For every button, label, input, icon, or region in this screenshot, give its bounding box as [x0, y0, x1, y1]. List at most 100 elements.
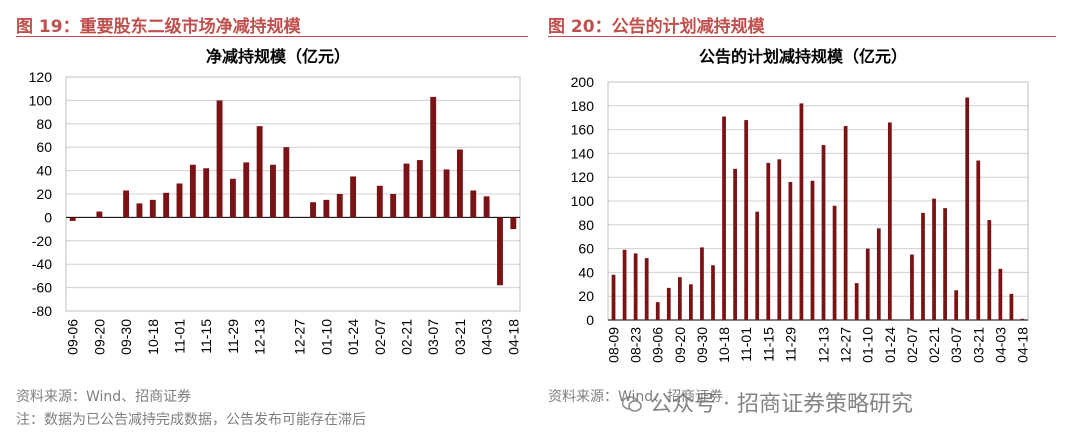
- bar: [256, 126, 263, 218]
- bar: [270, 164, 276, 218]
- x-tick-label: 03-07: [948, 327, 964, 363]
- bar: [865, 248, 870, 320]
- chart-title: 公告的计划减持规模（亿元）: [699, 47, 907, 66]
- y-tick-label: -60: [32, 280, 52, 296]
- x-tick-label: 11-01: [172, 319, 188, 354]
- bar: [633, 253, 638, 320]
- chart-title: 净减持规模（亿元）: [206, 47, 350, 66]
- x-tick-label: 10-18: [145, 319, 161, 355]
- x-tick-label: 02-21: [399, 319, 415, 355]
- left-figure-header: 图 19：重要股东二级市场净减持规模: [16, 12, 528, 37]
- source-note-left: 资料来源：Wind、招商证券: [16, 389, 192, 405]
- watermark: 公众号 · 招商证券策略研究: [622, 386, 913, 418]
- bar: [777, 159, 782, 320]
- bar: [887, 122, 892, 321]
- x-tick-label: 09-20: [91, 319, 107, 355]
- x-tick-label: 12-27: [292, 319, 308, 355]
- bar: [430, 96, 437, 218]
- bar: [470, 190, 477, 218]
- x-tick-label: 11-29: [782, 327, 798, 362]
- y-tick-label: -20: [32, 233, 52, 249]
- bar: [403, 163, 410, 218]
- bar: [69, 217, 76, 221]
- y-tick-label: 60: [36, 139, 52, 155]
- bar: [799, 103, 804, 320]
- data-note-left: 注：数据为已公告减持完成数据，公告发布可能存在滞后: [16, 412, 366, 428]
- bar: [677, 277, 682, 320]
- y-tick-label: 0: [44, 209, 52, 225]
- y-tick-label: 100: [571, 193, 595, 209]
- x-tick-label: 04-18: [1014, 327, 1030, 363]
- planned-reduction-chart: 公告的计划减持规模（亿元）200180160140120100806040200…: [571, 47, 1031, 363]
- bar: [755, 211, 760, 320]
- y-tick-label: 120: [571, 169, 595, 185]
- x-tick-label: 01-24: [345, 319, 361, 355]
- y-tick-label: 80: [36, 116, 52, 132]
- y-tick-label: 100: [29, 92, 53, 108]
- x-tick-label: 09-30: [118, 319, 134, 355]
- x-tick-label: 12-13: [252, 319, 268, 355]
- x-tick-label: 11-29: [225, 319, 241, 354]
- bar: [910, 254, 914, 320]
- x-tick-label: 08-09: [606, 327, 622, 363]
- x-tick-label: 04-03: [479, 319, 495, 355]
- x-tick-label: 11-15: [198, 319, 214, 354]
- net-reduction-chart: 净减持规模（亿元） 120 100 80 60 40 20 0 -20 -40 -60 -80 09-0…: [29, 47, 522, 355]
- bar: [163, 192, 170, 218]
- y-tick-label: 40: [36, 163, 52, 179]
- x-tick-label: 08-23: [628, 327, 644, 363]
- x-tick-label: 04-03: [992, 327, 1008, 363]
- bar: [611, 274, 616, 320]
- y-tick-label: 160: [571, 122, 595, 138]
- x-tick-label: 01-24: [882, 327, 898, 363]
- watermark-text: 公众号 · 招商证券策略研究: [650, 392, 913, 417]
- right-figure-title: 图 20：公告的计划减持规模: [548, 17, 765, 37]
- bar: [497, 217, 503, 286]
- x-tick-label: 10-18: [716, 327, 732, 363]
- bar: [932, 198, 936, 320]
- bar: [854, 283, 859, 320]
- bar: [310, 202, 316, 218]
- bar: [810, 180, 815, 320]
- bar: [510, 217, 517, 230]
- x-tick-label: 09-06: [65, 319, 81, 355]
- bar: [622, 249, 627, 320]
- x-tick-label: 09-06: [650, 327, 666, 363]
- bar: [821, 145, 826, 320]
- bar: [123, 190, 130, 218]
- bar: [243, 162, 250, 218]
- bar: [443, 169, 450, 218]
- bar: [954, 290, 959, 320]
- y-tick-label: 20: [36, 186, 52, 202]
- bar: [921, 212, 925, 320]
- x-tick-label: 09-20: [672, 327, 688, 363]
- x-tick-label: 12-13: [816, 327, 832, 363]
- y-tick-label: -80: [32, 303, 52, 319]
- x-tick-label: 02-21: [926, 327, 942, 363]
- y-tick-label: 120: [29, 69, 53, 85]
- x-tick-label: 03-21: [970, 327, 986, 363]
- bar: [189, 164, 196, 218]
- bar: [216, 100, 223, 218]
- bar: [711, 265, 715, 320]
- bar: [832, 205, 837, 320]
- bar: [766, 162, 771, 320]
- bar: [149, 199, 156, 218]
- bar: [744, 120, 749, 320]
- wechat-icon: [622, 396, 642, 412]
- left-figure-title: 图 19：重要股东二级市场净减持规模: [16, 17, 301, 37]
- bar: [644, 258, 649, 320]
- bar: [350, 176, 357, 218]
- bar: [876, 228, 881, 320]
- x-tick-label: 03-21: [452, 319, 468, 355]
- bar: [666, 287, 671, 320]
- x-tick-label: 01-10: [318, 319, 334, 355]
- x-tick-label: 12-27: [838, 327, 854, 363]
- bar: [136, 203, 143, 218]
- bar: [1020, 318, 1025, 320]
- bar: [788, 181, 793, 320]
- y-tick-label: 40: [578, 264, 594, 280]
- bar: [96, 211, 103, 218]
- bar: [203, 168, 210, 218]
- bar: [456, 149, 463, 218]
